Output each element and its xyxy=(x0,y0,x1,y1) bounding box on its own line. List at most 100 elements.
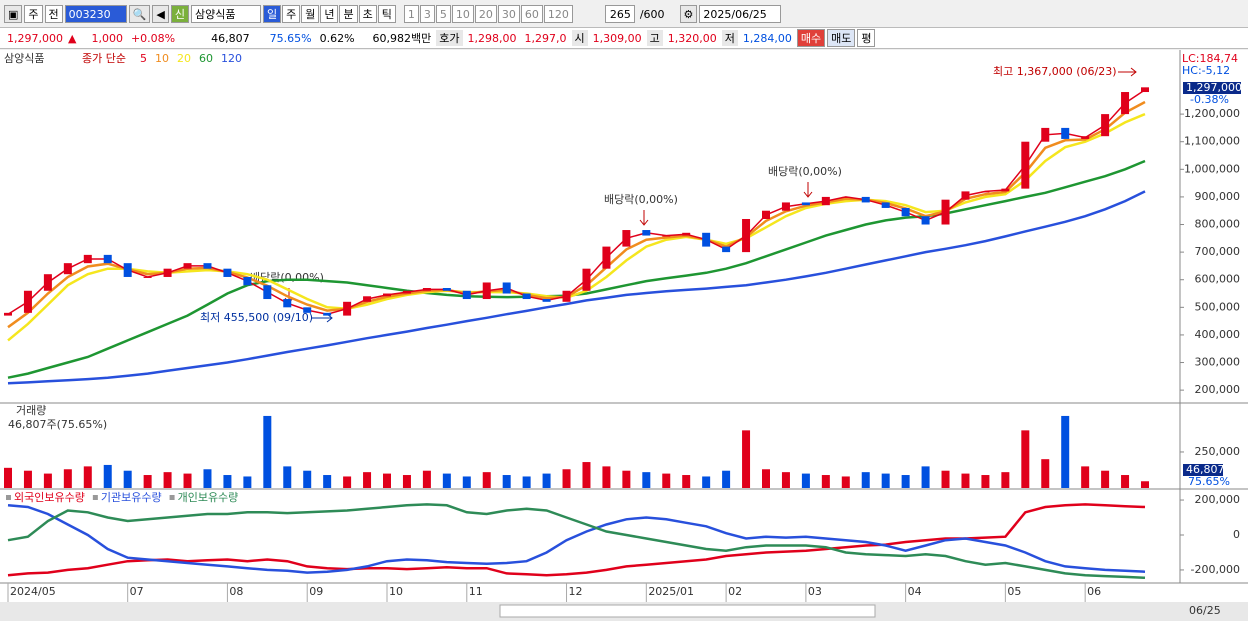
low: 1,284,00 xyxy=(742,31,792,45)
scroll-thumb[interactable] xyxy=(499,604,876,618)
search[interactable]: 🔍 xyxy=(128,5,151,23)
candle xyxy=(881,202,890,208)
volume-bar xyxy=(801,473,810,488)
period-button[interactable]: 년 xyxy=(320,5,339,23)
turnover: 0.62% xyxy=(319,31,355,45)
volume-bar xyxy=(762,469,770,488)
interval-button[interactable]: 10 xyxy=(451,5,474,23)
volume-bar xyxy=(702,476,711,488)
series-line xyxy=(7,89,1146,315)
market[interactable]: 주 xyxy=(24,5,43,23)
volume-bar xyxy=(1121,475,1130,488)
date[interactable]: 2025/06/25 xyxy=(699,5,782,23)
volume-bar xyxy=(63,469,72,488)
high: 1,320,00 xyxy=(667,31,717,45)
period-button[interactable]: 틱 xyxy=(377,5,396,23)
volume-bar xyxy=(781,472,790,488)
candle xyxy=(1041,127,1050,142)
candle xyxy=(762,210,770,219)
candle xyxy=(4,312,12,316)
interval-button[interactable]: 1 xyxy=(403,5,419,23)
series-line xyxy=(7,504,1146,574)
volume-bar xyxy=(123,470,132,488)
y-tick-label: 1,100,000 xyxy=(1184,135,1240,148)
candle xyxy=(742,218,751,253)
y-tick-label: 500,000 xyxy=(1195,300,1241,313)
candle xyxy=(502,282,511,294)
candle xyxy=(1081,136,1090,139)
sell-button[interactable]: 매도 xyxy=(827,29,856,47)
arrow: ▲ xyxy=(67,31,77,45)
volume-bar xyxy=(442,473,451,488)
volume-bar xyxy=(4,467,12,488)
last-price: 1,297,000 xyxy=(1186,81,1242,94)
period-button[interactable]: 주 xyxy=(282,5,301,23)
candle xyxy=(1021,141,1030,189)
open: 1,309,00 xyxy=(592,31,642,45)
volume-bar xyxy=(43,473,52,488)
interval-button[interactable]: 30 xyxy=(497,5,520,23)
end-date: 06/25 xyxy=(1189,604,1221,617)
period-button[interactable]: 분 xyxy=(339,5,358,23)
prev[interactable]: 전 xyxy=(44,5,63,23)
period-button[interactable]: 일 xyxy=(262,5,282,23)
legend-entry: 120 xyxy=(221,52,242,65)
icon[interactable]: ▣ xyxy=(4,5,23,23)
interval-button[interactable]: 120 xyxy=(543,5,573,23)
interval-button[interactable]: 60 xyxy=(520,5,543,23)
period-button[interactable]: 초 xyxy=(358,5,377,23)
volume-bar xyxy=(103,464,112,488)
avg-button[interactable]: 평 xyxy=(857,29,876,47)
interval-button[interactable]: 3 xyxy=(419,5,435,23)
candle xyxy=(781,202,790,211)
code-input[interactable]: 003230 xyxy=(64,5,127,23)
volume-bar xyxy=(223,475,232,488)
last-volume: 46,807 xyxy=(1186,463,1225,476)
period-button[interactable]: 월 xyxy=(301,5,320,23)
volume-bar xyxy=(522,476,531,488)
volume-bar xyxy=(1061,415,1070,488)
count[interactable]: 265 xyxy=(604,5,635,23)
change: 1,000 xyxy=(91,31,123,45)
volume-bar xyxy=(1001,472,1010,488)
y-tick-label: 300,000 xyxy=(1195,356,1241,369)
volume-bar xyxy=(1101,470,1110,488)
tool[interactable]: ⚙ xyxy=(679,5,698,23)
annotation-high: 최고 1,367,000 (06/23) xyxy=(993,65,1117,78)
candle xyxy=(961,191,970,200)
x-tick-label: 09 xyxy=(309,585,323,598)
interval-button[interactable]: 20 xyxy=(474,5,497,23)
x-tick-label: 06 xyxy=(1087,585,1101,598)
candle xyxy=(183,263,192,269)
candle xyxy=(223,268,232,277)
interval-button[interactable]: 5 xyxy=(435,5,451,23)
badge: 신 xyxy=(170,5,189,23)
y-tick-label: 200,000 xyxy=(1195,383,1241,396)
legend-entry: 기관보유수량 xyxy=(101,491,162,504)
y-tick-label: 800,000 xyxy=(1195,218,1241,231)
volume-bar xyxy=(821,475,830,488)
y-tick-label: 400,000 xyxy=(1195,328,1241,341)
candle xyxy=(462,290,471,300)
intervals: 1 3 5 10 20 30 60 120 xyxy=(403,5,573,23)
legend-entry: 10 xyxy=(155,52,169,65)
legend-entry: 60 xyxy=(199,52,213,65)
y-tick-label: 250,000 xyxy=(1195,445,1241,458)
candle xyxy=(482,282,491,300)
amount: 60,982백만 xyxy=(372,32,432,45)
candle xyxy=(343,301,352,316)
candle xyxy=(622,230,631,247)
legend-entry: 개인보유수량 xyxy=(178,491,239,504)
legend-swatch xyxy=(169,495,175,500)
volume-bar xyxy=(323,475,332,488)
arrow xyxy=(1118,67,1137,77)
buy-button[interactable]: 매수 xyxy=(796,29,826,47)
annotation-dividend: 배당락(0,00%) xyxy=(768,165,842,178)
last-price-box xyxy=(1183,82,1241,94)
high-label: 고 xyxy=(646,30,663,46)
annotation-low: 최저 455,500 (09/10) xyxy=(200,311,313,324)
stock-name: 삼양식품 xyxy=(190,5,261,23)
sound[interactable]: ◀ xyxy=(152,5,169,23)
